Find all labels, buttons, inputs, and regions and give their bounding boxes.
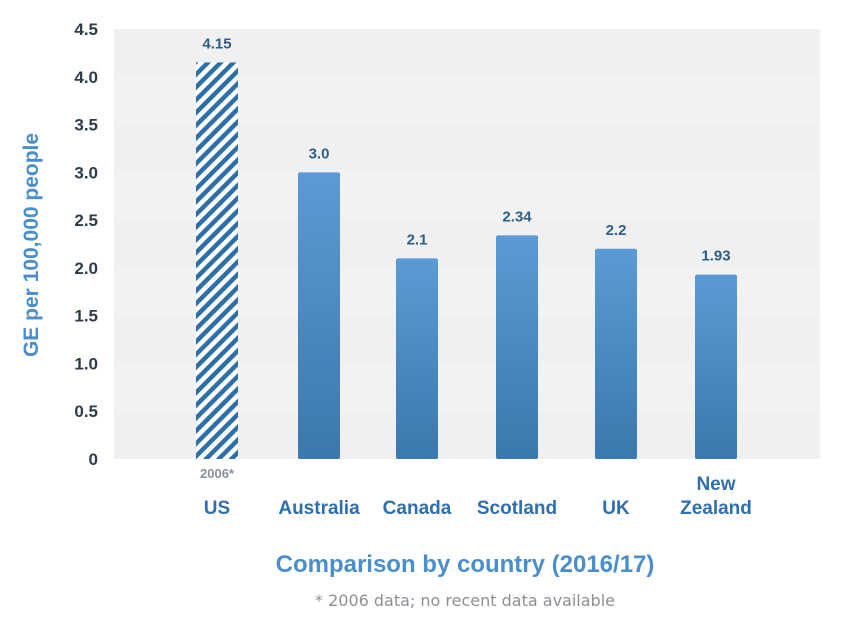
x-tick-label: Canada xyxy=(383,498,452,519)
y-tick-label: 4.5 xyxy=(74,20,98,39)
y-tick-label: 1.0 xyxy=(74,354,98,373)
bar xyxy=(396,258,438,459)
bar xyxy=(695,274,737,459)
y-tick-label: 3.0 xyxy=(74,163,98,182)
x-axis-title: Comparison by country (2016/17) xyxy=(276,551,655,578)
y-tick-label: 4.0 xyxy=(74,68,98,87)
y-tick-label: 2.0 xyxy=(74,259,98,278)
y-axis-label: GE per 100,000 people xyxy=(20,133,43,357)
bar-value-label: 1.93 xyxy=(701,248,730,265)
bar-note-label: 2006* xyxy=(200,466,235,481)
bars: 4.15 2006* 3.0 2.1 2.34 2.2 1.93 xyxy=(196,35,737,481)
bar xyxy=(595,248,637,459)
x-tick-label: New xyxy=(696,474,735,495)
bar-value-label: 4.15 xyxy=(202,35,231,52)
bar-value-label: 2.2 xyxy=(606,222,627,239)
bar-value-label: 3.0 xyxy=(309,145,330,162)
bar xyxy=(196,62,238,459)
bar-value-label: 2.34 xyxy=(502,208,532,225)
bar xyxy=(496,235,538,459)
y-tick-label: 2.5 xyxy=(74,211,98,230)
x-tick-label: Australia xyxy=(278,498,360,519)
bar xyxy=(298,172,340,460)
x-tick-label: Scotland xyxy=(477,498,557,519)
bar-value-label: 2.1 xyxy=(407,231,428,248)
x-tick-label: Zealand xyxy=(680,498,752,519)
y-tick-label: 1.5 xyxy=(74,307,98,326)
x-tick-label: US xyxy=(204,498,230,519)
x-axis-categories: US Australia Canada Scotland UK New Zealand xyxy=(204,474,752,519)
y-tick-label: 3.5 xyxy=(74,116,98,135)
y-tick-label: 0.5 xyxy=(74,402,98,421)
y-axis-ticks: 0 0.5 1.0 1.5 2.0 2.5 3.0 3.5 4.0 4.5 xyxy=(74,20,98,469)
y-tick-label: 0 xyxy=(89,450,98,469)
x-tick-label: UK xyxy=(602,498,630,519)
footnote: * 2006 data; no recent data available xyxy=(315,591,615,610)
